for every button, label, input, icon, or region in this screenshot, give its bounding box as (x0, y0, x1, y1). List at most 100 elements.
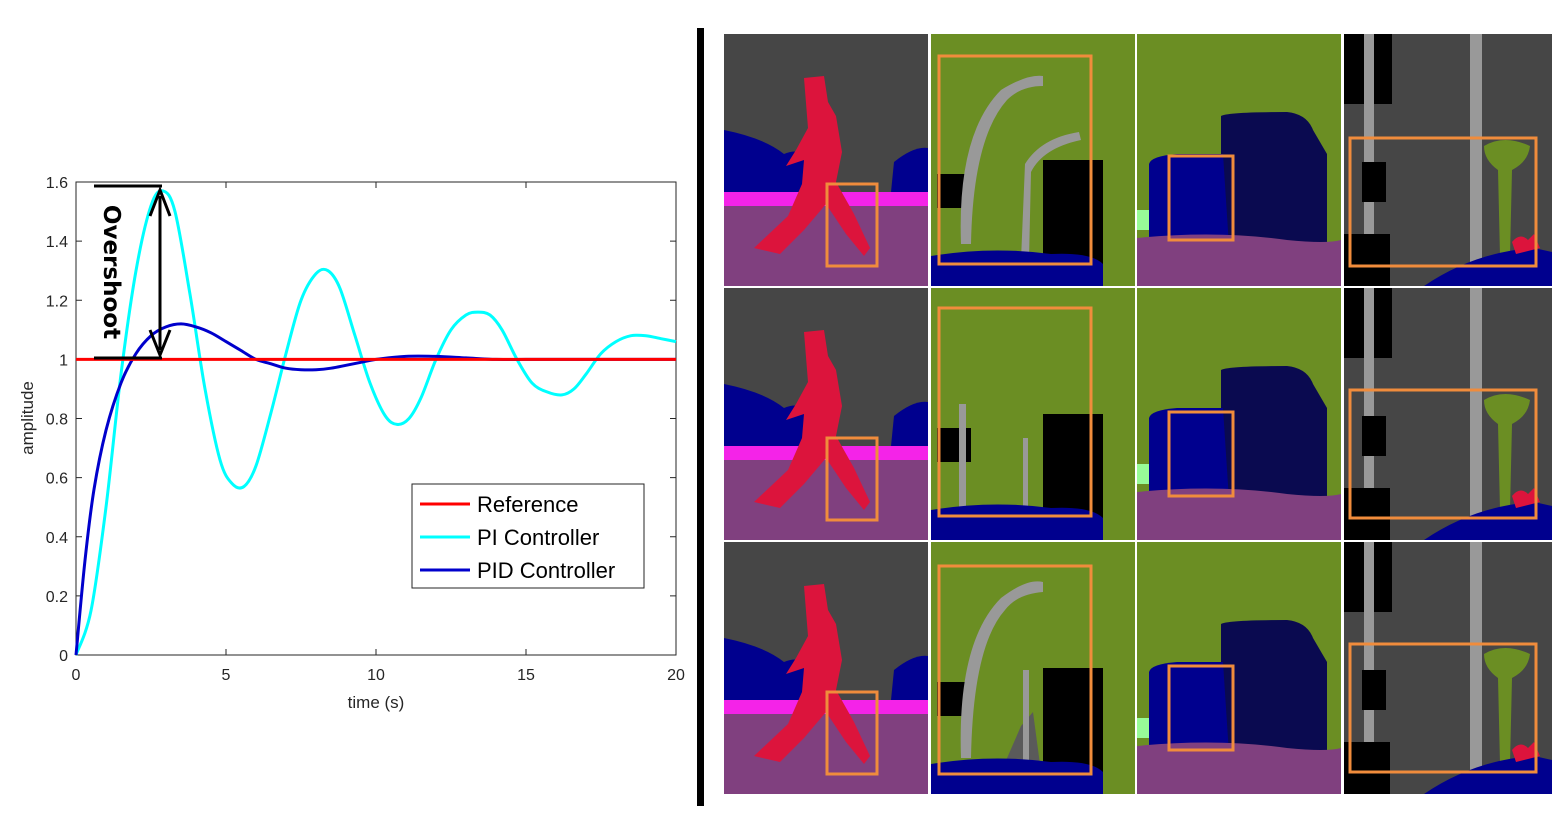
building-region-low (1344, 488, 1390, 540)
overshoot-arrow-up-icon (148, 185, 172, 217)
y-tick-label: 0.6 (46, 471, 68, 488)
segmentation-tile-r1-c4 (1344, 34, 1552, 286)
truck-region (1221, 366, 1327, 500)
y-tick-label: 0.2 (46, 589, 68, 606)
car-region (1149, 408, 1229, 500)
sign-region (1362, 416, 1386, 456)
pole-region-right (1470, 288, 1482, 518)
overshoot-label: Overshoot (98, 205, 124, 339)
building-region (1043, 668, 1103, 778)
car-region-left (724, 130, 810, 206)
highlight-box (1348, 388, 1538, 520)
segmentation-tile-r2-c2 (931, 288, 1135, 540)
car-region-right (890, 147, 928, 202)
highlight-box (937, 306, 1093, 518)
y-tick-label: 1.2 (46, 293, 68, 310)
sign-region (1362, 670, 1386, 710)
person-region (1512, 742, 1540, 762)
vegetation-region (1484, 140, 1530, 256)
pole-region-2 (1023, 670, 1029, 770)
pole-region-left (1364, 542, 1374, 794)
car-region-right (890, 401, 928, 456)
segmentation-tile-r1-c2 (931, 34, 1135, 286)
pole-region-left (1364, 288, 1374, 540)
person-region (1512, 488, 1540, 508)
car-region (931, 250, 1103, 286)
x-tick-label: 0 (72, 667, 81, 684)
vegetation-region (1484, 394, 1530, 510)
building-region-low (1344, 742, 1390, 794)
car-region (931, 758, 1103, 794)
highlight-box (825, 182, 879, 268)
y-tick-label: 1.6 (46, 175, 68, 192)
vegetation-right (1103, 668, 1135, 794)
car-region-right (890, 655, 928, 710)
segmentation-tile-r3-c2 (931, 542, 1135, 794)
segmentation-image (1344, 542, 1552, 794)
segmentation-tile-r2-c1 (724, 288, 928, 540)
panel-divider (697, 28, 704, 806)
x-tick-label: 20 (667, 667, 685, 684)
pole-region-2 (1021, 132, 1081, 260)
y-tick-label: 1.4 (46, 234, 68, 251)
car-region (1149, 154, 1229, 246)
car-region (1424, 502, 1552, 540)
vegetation-right (1103, 160, 1135, 286)
segmentation-tile-r1-c3 (1137, 34, 1341, 286)
x-tick-label: 15 (517, 667, 535, 684)
pole-region-right (1470, 542, 1482, 772)
segmentation-image (931, 34, 1135, 286)
segmentation-image (724, 288, 928, 540)
terrain-region (1137, 464, 1149, 484)
overshoot-arrow-down-icon (148, 329, 172, 360)
highlight-box (937, 564, 1093, 776)
segmentation-image (1137, 288, 1341, 540)
y-axis-label: amplitude (18, 381, 37, 455)
segmentation-tile-r3-c1 (724, 542, 928, 794)
x-tick-label: 10 (367, 667, 385, 684)
truck-region (1221, 620, 1327, 754)
segmentation-image (724, 34, 928, 286)
terrain-shadow (1001, 712, 1041, 772)
segmentation-image (1137, 542, 1341, 794)
pole-region (959, 404, 966, 516)
truck-region (1221, 112, 1327, 246)
highlight-box (1167, 410, 1235, 498)
highlight-box (825, 436, 879, 522)
pole-region-2 (1023, 438, 1028, 514)
highlight-box (1167, 154, 1235, 242)
legend-entry: PID Controller (477, 558, 615, 583)
car-region (1149, 662, 1229, 754)
person-region (754, 584, 870, 764)
line-chart: 0 0.2 0.4 0.6 0.8 1 1.2 1.4 1.6 0 5 10 15 20 time (s… (18, 175, 685, 712)
vegetation-region (1484, 648, 1530, 764)
building-region (1043, 414, 1103, 524)
sign-region (1362, 162, 1386, 202)
road-region (1137, 234, 1341, 286)
segmentation-tile-r1-c1 (724, 34, 928, 286)
terrain-region (1137, 210, 1149, 230)
road-region (1137, 488, 1341, 540)
x-axis-label: time (s) (348, 693, 405, 712)
segmentation-tile-r2-c4 (1344, 288, 1552, 540)
legend-entry: PI Controller (477, 525, 599, 550)
building-region (1043, 160, 1103, 270)
legend-entry: Reference (477, 492, 579, 517)
pole-region (960, 581, 1043, 758)
x-tick-label: 5 (222, 667, 231, 684)
pole-region (960, 75, 1043, 245)
pole-region-right (1470, 34, 1482, 264)
legend: Reference PI Controller PID Controller (411, 483, 645, 589)
person-region (1512, 234, 1540, 254)
highlight-box (937, 54, 1093, 266)
highlight-box (1167, 664, 1235, 752)
segmentation-image (931, 542, 1135, 794)
segmentation-grid (724, 34, 1552, 796)
highlight-box (1348, 136, 1538, 268)
segmentation-tile-r2-c3 (1137, 288, 1341, 540)
highlight-box (825, 690, 879, 776)
overshoot-annotation: Overshoot (94, 184, 172, 360)
car-region (931, 504, 1103, 540)
terrain-region (1137, 718, 1149, 738)
segmentation-tile-r3-c4 (1344, 542, 1552, 794)
